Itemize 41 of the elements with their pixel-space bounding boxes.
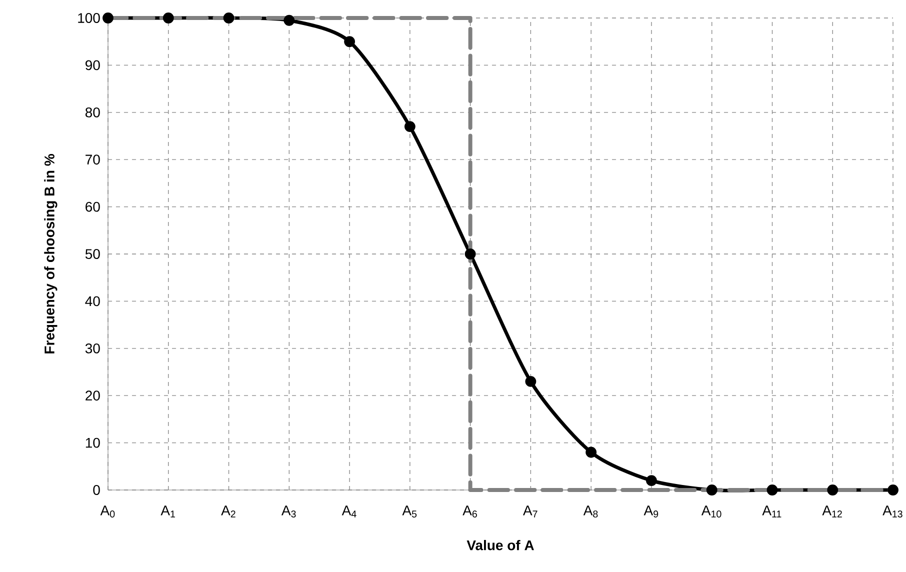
x-tick-label: A$_{0}$ [100,506,115,518]
y-axis-title: Frequency of choosing B in % [44,154,58,354]
point [162,12,174,24]
y-tick-label: 40 [85,296,100,306]
point [525,376,536,387]
x-tick-label: A$_{1}$ [160,506,175,518]
x-tick-label: A$_{12}$ [822,506,842,518]
point [766,484,778,496]
x-tick-label: A$_{3}$ [281,506,296,518]
point [102,12,114,24]
point [827,484,838,496]
x-tick-label: A$_{8}$ [583,506,598,518]
x-axis-title: Value of A [466,540,534,550]
x-tick-label: A$_{2}$ [221,506,236,518]
x-tick-label: A$_{7}$ [522,506,538,518]
y-tick-label: 20 [86,390,100,401]
y-tick-label: 0 [93,485,100,495]
point [706,484,718,496]
x-tick-label: A$_{9}$ [644,506,658,518]
x-tick-label: A$_{11}$ [762,506,782,518]
y-tick-label: 50 [85,249,100,259]
point [586,446,597,458]
y-tick-label: 10 [86,438,100,448]
point [464,248,476,260]
y-tick-label: 80 [85,107,100,118]
point [404,121,416,132]
x-tick-label: A$_{10}$ [701,506,722,518]
x-tick-label: A$_{5}$ [402,506,417,518]
y-tick-label: 70 [86,154,100,165]
y-tick-label: 90 [86,60,100,70]
point [284,14,295,26]
y-tick-label: 100 [78,13,100,23]
y-tick-label: 30 [85,343,100,354]
x-tick-label: A$_{13}$ [882,506,902,518]
y-tick-label: 60 [86,202,100,212]
point [888,484,898,496]
point [344,36,356,48]
x-tick-label: A$_{6}$ [462,506,477,518]
x-tick-label: A$_{4}$ [342,506,356,518]
point [646,475,657,486]
point [223,12,234,24]
